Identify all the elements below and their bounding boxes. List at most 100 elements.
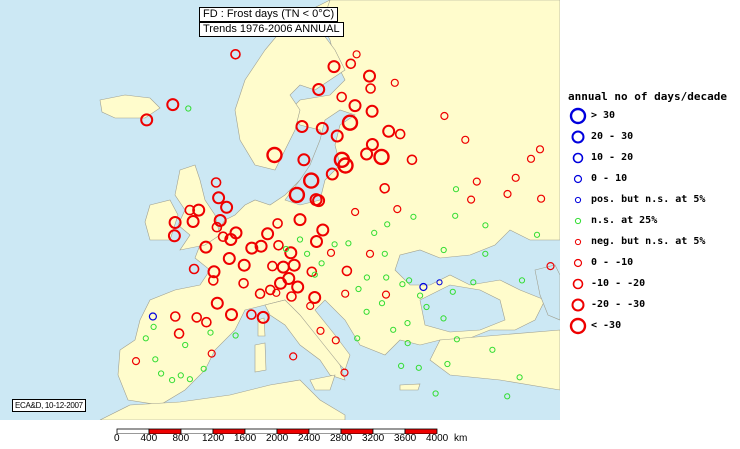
station-marker (415, 364, 422, 371)
station-marker (504, 393, 511, 400)
station-marker (148, 312, 157, 321)
scale-label: 4000 (426, 433, 449, 444)
station-marker (220, 200, 234, 214)
map-subtitle: Trends 1976-2006 ANNUAL (199, 22, 344, 37)
circle-icon (572, 152, 584, 163)
station-marker (354, 335, 361, 342)
station-marker (308, 291, 322, 304)
station-marker (184, 204, 196, 216)
station-marker (382, 124, 396, 138)
station-marker (182, 341, 189, 349)
station-marker (327, 60, 341, 74)
station-marker (131, 357, 141, 366)
station-marker (232, 332, 239, 339)
circle-icon (574, 196, 582, 203)
station-marker (423, 303, 430, 311)
station-marker (186, 215, 200, 228)
scale-label: 2000 (266, 433, 289, 444)
station-marker (406, 154, 418, 166)
station-marker (398, 362, 405, 369)
station-marker (210, 177, 222, 188)
station-marker (482, 250, 489, 257)
circle-icon (571, 130, 585, 143)
station-marker (207, 349, 216, 358)
legend-item: n.s. at 25% (568, 210, 727, 231)
station-marker (419, 282, 428, 292)
station-marker (365, 104, 379, 118)
station-marker (207, 265, 221, 279)
station-marker (177, 372, 184, 379)
station-marker (310, 235, 323, 248)
station-marker (170, 311, 181, 322)
station-marker (404, 320, 411, 327)
scale-label: 3200 (362, 433, 385, 444)
station-marker (229, 226, 243, 240)
station-marker (472, 177, 481, 186)
circle-icon (573, 258, 583, 267)
station-marker (297, 153, 311, 167)
station-marker (311, 271, 318, 278)
station-marker (213, 214, 227, 227)
station-marker (373, 148, 390, 166)
station-marker (503, 189, 512, 199)
station-marker (363, 69, 376, 83)
legend-item: pos. but n.s. at 5% (568, 189, 727, 210)
station-marker (526, 154, 536, 163)
legend-label: 20 - 30 (591, 131, 634, 142)
station-marker (186, 376, 193, 383)
station-marker (289, 352, 298, 361)
station-marker (363, 308, 370, 315)
station-marker (546, 262, 555, 271)
station-marker (261, 227, 275, 241)
scale-segment (404, 428, 438, 434)
legend-label: -20 - -30 (591, 299, 646, 310)
station-marker (266, 146, 283, 164)
station-marker (345, 58, 357, 70)
station-marker (390, 78, 399, 87)
station-marker (150, 323, 157, 330)
station-marker (381, 250, 388, 257)
station-marker (467, 195, 476, 204)
legend-item: -20 - -30 (568, 294, 727, 315)
station-marker (291, 280, 305, 294)
station-marker (306, 301, 315, 311)
station-marker (384, 221, 391, 228)
station-marker (326, 248, 336, 257)
scale-label: 1200 (202, 433, 225, 444)
station-marker (316, 326, 325, 335)
station-marker (410, 213, 417, 220)
scale-label: 0 (114, 433, 120, 444)
legend-item: < -30 (568, 315, 727, 336)
station-marker (199, 240, 213, 254)
station-marker (390, 326, 397, 333)
station-marker (256, 310, 270, 324)
station-marker (293, 213, 307, 227)
station-marker (188, 263, 200, 275)
station-marker (200, 365, 207, 372)
station-marker (341, 265, 353, 277)
station-marker (185, 105, 192, 112)
station-marker (348, 99, 362, 113)
circle-icon (571, 298, 585, 311)
legend-item: 20 - 30 (568, 126, 727, 147)
scale-unit: km (454, 433, 468, 444)
station-marker (167, 229, 181, 243)
station-marker (363, 274, 370, 281)
map-title: FD : Frost days (TN < 0°C) (199, 7, 339, 22)
caspian-sea (534, 264, 560, 321)
station-marker (453, 336, 460, 343)
station-marker (345, 240, 352, 247)
station-marker (158, 370, 165, 377)
station-marker (381, 290, 391, 299)
circle-icon (573, 174, 583, 183)
station-marker (287, 258, 301, 272)
station-marker (274, 276, 287, 290)
legend-label: n.s. at 25% (591, 215, 658, 226)
station-marker (142, 335, 149, 342)
station-marker (461, 135, 470, 144)
station-marker (406, 277, 413, 284)
legend-item: > 30 (568, 105, 727, 126)
station-marker (245, 241, 259, 255)
station-marker (309, 193, 323, 207)
scale-label: 2800 (330, 433, 353, 444)
